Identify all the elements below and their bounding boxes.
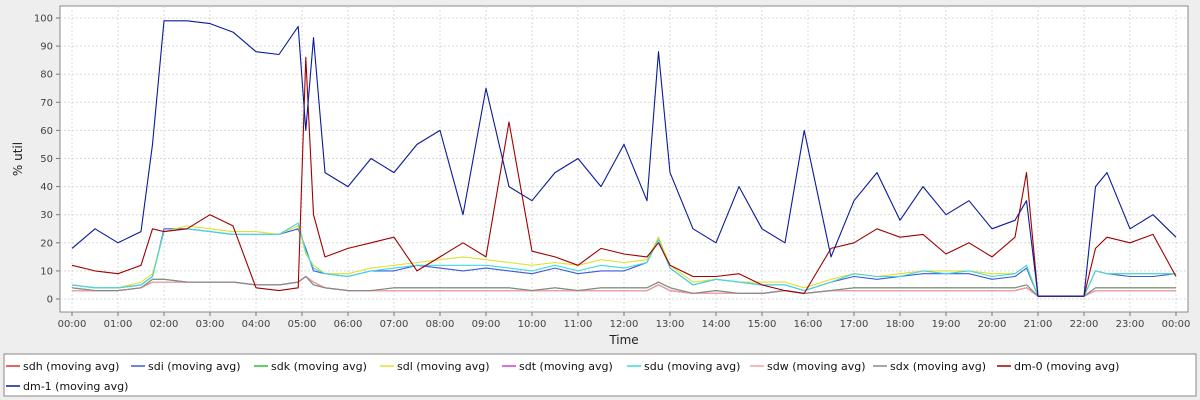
- plot-area: [59, 5, 1189, 313]
- legend-box: [3, 353, 1197, 397]
- x-tick-label: 20:00: [978, 319, 1007, 330]
- series-line-8: [71, 56, 1177, 297]
- x-tick-label: 13:00: [656, 319, 685, 330]
- y-tick-label: 40: [40, 182, 53, 193]
- y-tick-label: 30: [40, 210, 53, 221]
- x-tick-label: 02:00: [150, 319, 179, 330]
- series-line-7: [71, 275, 1176, 297]
- legend-item: sdk (moving avg): [254, 360, 367, 373]
- y-tick-label: 70: [40, 98, 53, 109]
- y-axis-ticks: 0 10 20 30 40 50 60 70 80 90 100: [34, 14, 60, 306]
- legend-label: dm-1 (moving avg): [23, 380, 128, 393]
- x-tick-label: 08:00: [426, 319, 455, 330]
- y-tick-label: 50: [40, 154, 53, 165]
- legend-item: sdu (moving avg): [627, 360, 740, 373]
- legend-items: sdh (moving avg) sdi (moving avg) sdk (mov…: [6, 360, 1119, 393]
- legend-item: sdt (moving avg): [502, 360, 613, 373]
- y-tick-label: 20: [40, 238, 53, 249]
- x-tick-label: 00:00: [1162, 319, 1191, 330]
- x-tick-label: 21:00: [1024, 319, 1053, 330]
- y-tick-label: 90: [40, 42, 53, 53]
- y-tick-label: 10: [40, 266, 53, 277]
- x-tick-label: 00:00: [58, 319, 87, 330]
- legend-label: sdw (moving avg): [767, 360, 865, 373]
- legend-label: sdu (moving avg): [644, 360, 740, 373]
- y-tick-label: 100: [34, 14, 53, 25]
- x-tick-label: 01:00: [104, 319, 133, 330]
- x-tick-label: 11:00: [564, 319, 593, 330]
- legend-item: dm-0 (moving avg): [997, 360, 1119, 373]
- x-tick-label: 04:00: [242, 319, 271, 330]
- x-tick-label: 22:00: [1070, 319, 1099, 330]
- y-axis-label: % util: [11, 142, 25, 176]
- x-tick-label: 05:00: [288, 319, 317, 330]
- x-tick-label: 03:00: [196, 319, 225, 330]
- series-lines: [71, 20, 1177, 297]
- legend-item: sdi (moving avg): [131, 360, 241, 373]
- x-tick-label: 16:00: [794, 319, 823, 330]
- legend-label: sdh (moving avg): [23, 360, 119, 373]
- x-tick-label: 10:00: [518, 319, 547, 330]
- legend-label: sdt (moving avg): [519, 360, 613, 373]
- x-tick-label: 18:00: [886, 319, 915, 330]
- legend-item: sdw (moving avg): [750, 360, 865, 373]
- x-tick-label: 14:00: [702, 319, 731, 330]
- x-tick-label: 23:00: [1116, 319, 1145, 330]
- series-line-5: [71, 222, 1176, 297]
- grid-lines: [60, 6, 1188, 312]
- x-tick-label: 19:00: [932, 319, 961, 330]
- x-axis-ticks: 00:00 01:00 02:00 03:00 04:00 05:00 06:00 07:00…: [58, 312, 1191, 330]
- legend-item: sdx (moving avg): [873, 360, 986, 373]
- legend: sdh (moving avg) sdi (moving avg) sdk (mov…: [3, 353, 1197, 397]
- legend-label: sdx (moving avg): [890, 360, 986, 373]
- x-tick-label: 15:00: [748, 319, 777, 330]
- x-axis-label: Time: [608, 333, 638, 347]
- x-tick-label: 09:00: [472, 319, 501, 330]
- y-tick-label: 0: [47, 295, 53, 306]
- x-tick-label: 07:00: [380, 319, 409, 330]
- legend-item: dm-1 (moving avg): [6, 380, 128, 393]
- y-tick-label: 80: [40, 70, 53, 81]
- legend-item: sdl (moving avg): [380, 360, 490, 373]
- legend-item: sdh (moving avg): [6, 360, 119, 373]
- legend-label: sdk (moving avg): [271, 360, 367, 373]
- x-tick-label: 17:00: [840, 319, 869, 330]
- x-tick-label: 06:00: [334, 319, 363, 330]
- legend-label: sdi (moving avg): [148, 360, 241, 373]
- legend-label: sdl (moving avg): [397, 360, 490, 373]
- y-tick-label: 60: [40, 126, 53, 137]
- series-line-9: [71, 20, 1177, 297]
- x-tick-label: 12:00: [610, 319, 639, 330]
- legend-label: dm-0 (moving avg): [1014, 360, 1119, 373]
